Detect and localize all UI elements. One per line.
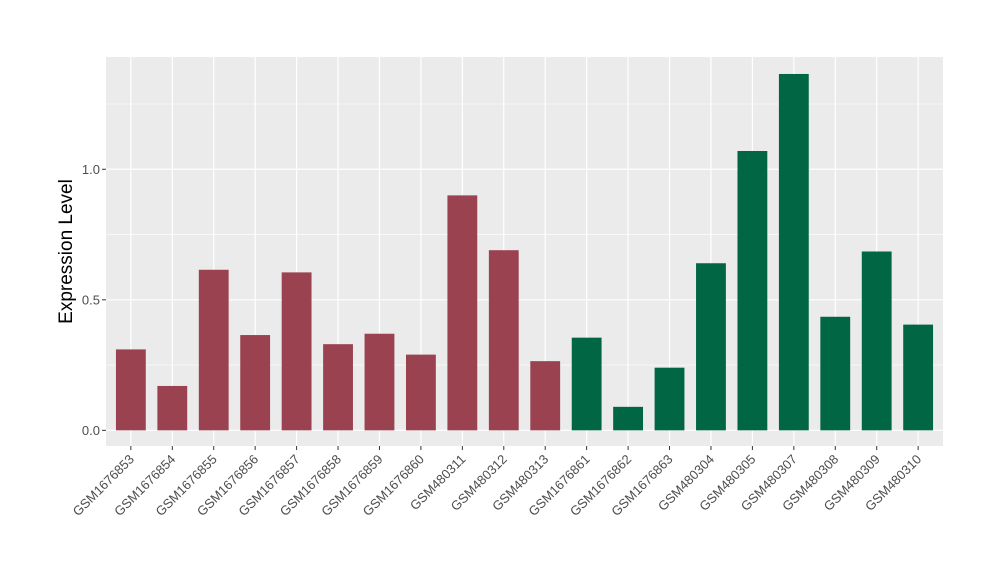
- y-tick-label: 1.0: [82, 162, 100, 177]
- bar-GSM480312: [488, 250, 519, 431]
- y-axis: 0.0 0.5 1.0: [82, 162, 106, 438]
- bar-GSM480311: [447, 195, 478, 431]
- x-axis: GSM1676853GSM1676854GSM1676855GSM1676856…: [70, 446, 924, 519]
- bar-GSM480304: [696, 263, 726, 431]
- bar-GSM1676857: [281, 272, 312, 431]
- bar-GSM480305: [737, 150, 768, 431]
- y-tick-label: 0.0: [82, 423, 100, 438]
- bar-GSM480309: [861, 251, 892, 431]
- bar-GSM1676861: [571, 337, 602, 431]
- plot-panel: [106, 57, 943, 446]
- bar-GSM480313: [530, 361, 561, 431]
- bar-GSM480310: [903, 324, 934, 431]
- bar-GSM1676854: [157, 385, 188, 431]
- bar-GSM480307: [778, 73, 809, 431]
- y-tick-label: 0.5: [82, 292, 100, 307]
- bars: [115, 73, 934, 431]
- y-axis-title: Expression Level: [56, 179, 77, 324]
- bar-GSM1676853: [115, 349, 146, 431]
- bar-GSM480308: [820, 316, 851, 431]
- bar-GSM1676863: [654, 367, 685, 431]
- bar-GSM1676856: [240, 335, 271, 431]
- bar-GSM1676860: [405, 354, 436, 431]
- bar-GSM1676858: [323, 344, 353, 431]
- bar-GSM1676855: [198, 269, 229, 431]
- bar-GSM1676859: [364, 333, 395, 431]
- bar-GSM1676862: [613, 406, 644, 431]
